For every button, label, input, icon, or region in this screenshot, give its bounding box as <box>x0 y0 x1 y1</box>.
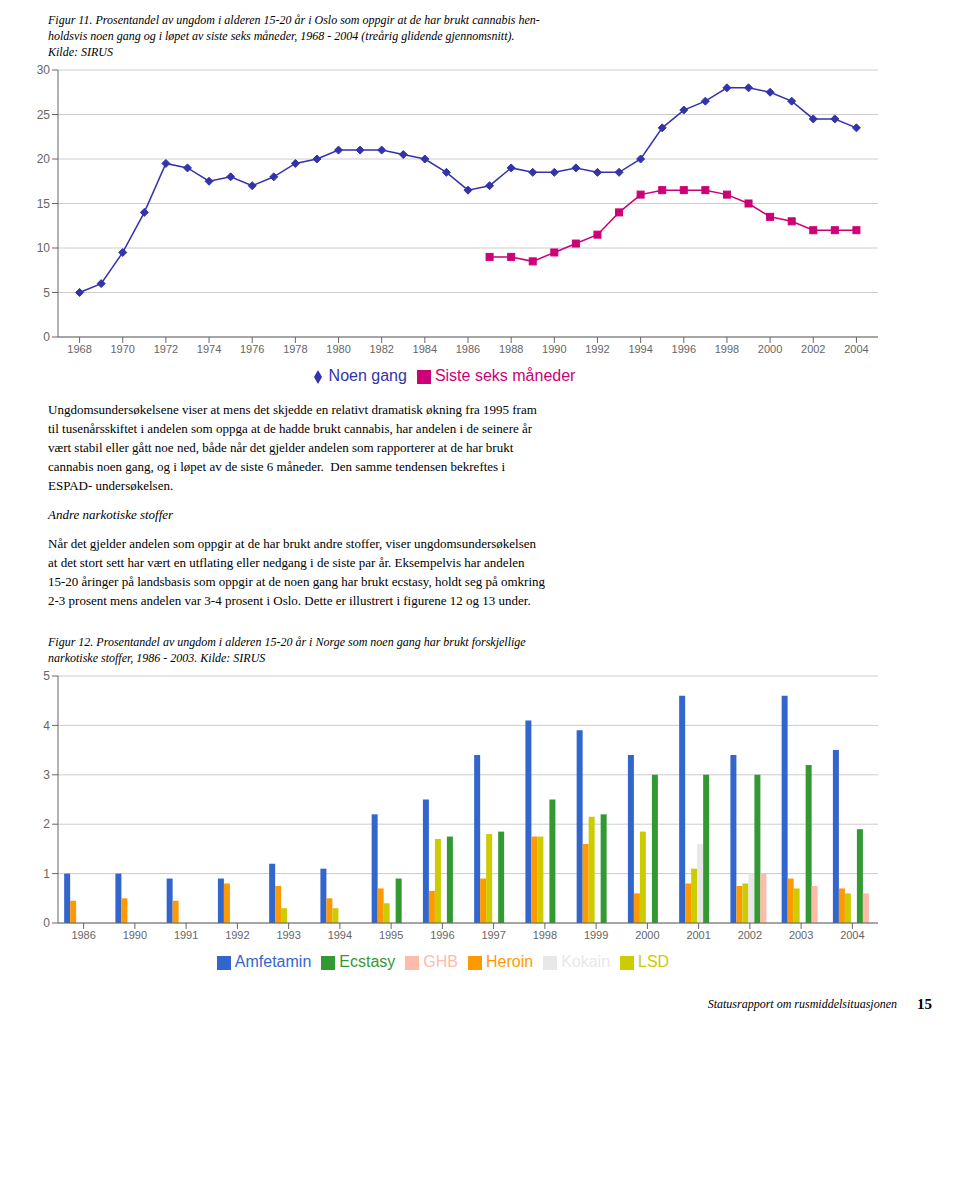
html-text:Figur 11. Prosentandel av ungd: Figur 11. Prosentandel av ungdom i alder… <box>48 13 540 27</box>
html-text:Ungdomsundersøkelsene viser at: Ungdomsundersøkelsene viser at mens det … <box>48 402 537 493</box>
svg-text:2002: 2002 <box>738 929 762 941</box>
svg-text:20: 20 <box>37 152 51 166</box>
svg-text:2002: 2002 <box>801 343 825 355</box>
html-text:15: 15 <box>917 996 932 1012</box>
svg-text:3: 3 <box>43 768 50 782</box>
svg-text:10: 10 <box>37 241 51 255</box>
svg-text:5: 5 <box>43 286 50 300</box>
svg-text:2003: 2003 <box>789 929 813 941</box>
svg-text:1996: 1996 <box>430 929 454 941</box>
svg-text:2001: 2001 <box>686 929 710 941</box>
svg-text:1986: 1986 <box>456 343 480 355</box>
svg-text:1988: 1988 <box>499 343 523 355</box>
html-text:Ecstasy: Ecstasy <box>339 953 396 970</box>
html-text:Amfetamin: Amfetamin <box>234 953 312 970</box>
html-text:LSD: LSD <box>638 953 670 970</box>
html-text:Figur 12. Prosentandel av ungd: Figur 12. Prosentandel av ungdom i alder… <box>48 635 526 649</box>
svg-text:5: 5 <box>43 669 50 683</box>
html-text:Noen gang: Noen gang <box>328 367 407 384</box>
svg-text:25: 25 <box>37 108 51 122</box>
svg-text:1990: 1990 <box>542 343 566 355</box>
svg-text:1984: 1984 <box>413 343 437 355</box>
html-text:Når det gjelder andelen som op: Når det gjelder andelen som oppgir at de… <box>48 536 545 608</box>
svg-text:1994: 1994 <box>628 343 652 355</box>
svg-text:1990: 1990 <box>123 929 147 941</box>
svg-text:1972: 1972 <box>154 343 178 355</box>
svg-text:1986: 1986 <box>71 929 95 941</box>
svg-text:1997: 1997 <box>481 929 505 941</box>
svg-text:1993: 1993 <box>276 929 300 941</box>
svg-text:1980: 1980 <box>326 343 350 355</box>
svg-text:1996: 1996 <box>672 343 696 355</box>
svg-text:15: 15 <box>37 197 51 211</box>
html-text:Kokain: Kokain <box>561 953 610 970</box>
svg-text:1999: 1999 <box>584 929 608 941</box>
svg-text:1992: 1992 <box>585 343 609 355</box>
svg-text:2004: 2004 <box>844 343 868 355</box>
svg-text:1991: 1991 <box>174 929 198 941</box>
svg-text:0: 0 <box>43 330 50 344</box>
svg-text:2000: 2000 <box>635 929 659 941</box>
html-text:Kilde: SIRUS: Kilde: SIRUS <box>48 45 113 59</box>
svg-text:1968: 1968 <box>67 343 91 355</box>
svg-text:1974: 1974 <box>197 343 221 355</box>
svg-text:2: 2 <box>43 817 50 831</box>
svg-text:1995: 1995 <box>379 929 403 941</box>
html-text:GHB: GHB <box>423 953 458 970</box>
svg-text:2000: 2000 <box>758 343 782 355</box>
svg-text:4: 4 <box>43 719 50 733</box>
html-text:Andre narkotiske stoffer: Andre narkotiske stoffer <box>48 507 174 522</box>
svg-text:0: 0 <box>43 916 50 930</box>
html-text:holdsvis noen gang og i løpet: holdsvis noen gang og i løpet av siste s… <box>48 29 515 43</box>
svg-text:1976: 1976 <box>240 343 264 355</box>
svg-text:2004: 2004 <box>840 929 864 941</box>
svg-text:1: 1 <box>43 867 50 881</box>
html-text:Statusrapport om rusmiddelsitu: Statusrapport om rusmiddelsituasjonen <box>707 997 897 1011</box>
svg-text:1978: 1978 <box>283 343 307 355</box>
html-text:Siste seks måneder: Siste seks måneder <box>434 367 576 384</box>
svg-text:1970: 1970 <box>110 343 134 355</box>
svg-text:1998: 1998 <box>533 929 557 941</box>
svg-text:1994: 1994 <box>328 929 352 941</box>
svg-text:1998: 1998 <box>715 343 739 355</box>
svg-text:1982: 1982 <box>369 343 393 355</box>
html-text:narkotiske stoffer, 1986 - 200: narkotiske stoffer, 1986 - 2003. Kilde: … <box>48 651 266 665</box>
html-text:Heroin: Heroin <box>486 953 534 970</box>
svg-text:1992: 1992 <box>225 929 249 941</box>
svg-text:30: 30 <box>37 63 51 77</box>
